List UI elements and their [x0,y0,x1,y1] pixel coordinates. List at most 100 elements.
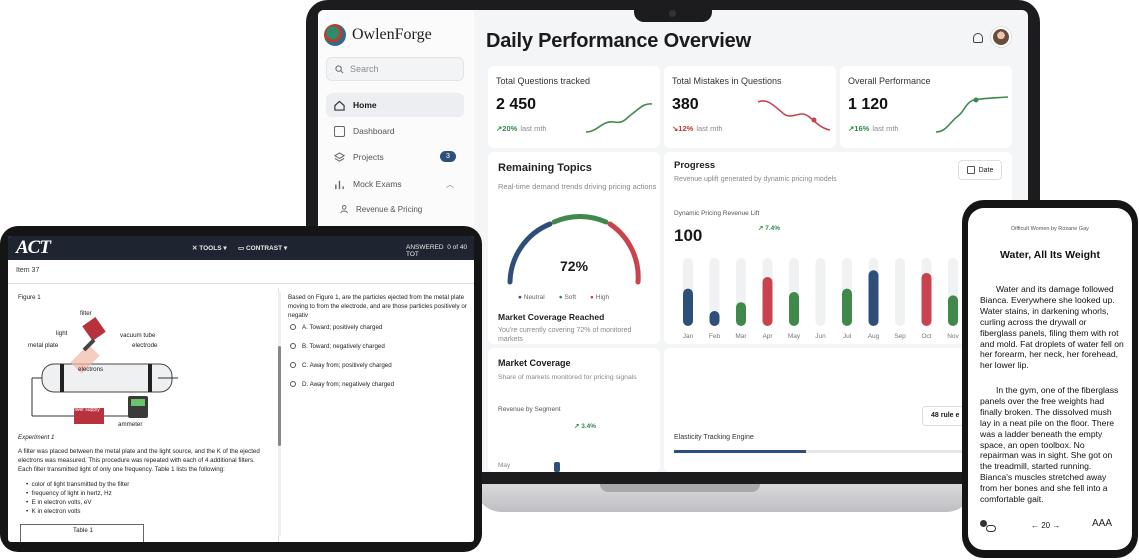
lift-delta: ↗ 7.4% [758,225,781,232]
reader-screen: Difficult Women by Roxane Gay Water, All… [968,208,1132,550]
search-input[interactable]: Search [326,57,464,81]
diagram-label-ammeter: ammeter [118,421,143,428]
list-item: • color of light transmitted by the filt… [26,481,130,488]
tick-label-nov: Nov [947,333,959,340]
tools-menu[interactable]: ✕ TOOLS ▾ [192,245,227,252]
stat-delta: ↘12% last mth [672,124,723,133]
font-size-control[interactable]: AAA [1092,518,1113,529]
user-avatar[interactable] [991,27,1011,47]
coverage-text: You're currently covering 72% of monitor… [498,327,632,344]
date-button[interactable]: Date [958,160,1002,180]
tick-label-jun: Jun [815,333,826,340]
trend-sparkline-up [935,96,1009,133]
legend-high: ● High [590,294,610,301]
paragraph: In the gym, one of the fiberglass panels… [980,385,1119,505]
people-icon [340,205,348,214]
radio-icon[interactable] [290,381,296,387]
elasticity-card: 48 rule e Elasticity Tracking Engine [664,348,1012,472]
tick-label-feb: Feb [709,333,721,340]
tick-label-jul: Jul [843,333,852,340]
home-icon [334,100,345,111]
market-coverage-card: Market Coverage Share of markets monitor… [488,348,660,472]
progress-card: Progress Revenue uplift generated by dyn… [664,152,1012,344]
answer-option-a[interactable]: A. Toward; positively charged [290,324,382,333]
bar-background [815,258,826,326]
bar-mar[interactable] [736,302,746,326]
elasticity-label: Elasticity Tracking Engine [674,434,754,441]
diagram-label-power: power supply [70,407,100,413]
elasticity-track [674,450,1012,453]
bar-feb[interactable] [709,311,720,326]
bar-apr[interactable] [762,277,773,326]
figure-label: Figure 1 [18,294,41,301]
sidebar-item-label: Dashboard [353,126,395,136]
radio-icon[interactable] [290,362,296,368]
stat-value: 1 120 [848,96,889,113]
legend-soft: ● Soft [558,294,577,301]
sidebar-item-mock-exams[interactable]: Mock Exams ︿ [326,172,464,196]
diagram-label-vacuum: vacuum tube [120,332,156,339]
stat-title: Total Mistakes in Questions [672,76,782,86]
diagram-label-plate: metal plate [28,342,59,349]
scrollbar-thumb[interactable] [278,346,281,446]
section-title: Remaining Topics [498,162,592,174]
contrast-menu[interactable]: ▭ CONTRAST ▾ [238,245,288,252]
stat-delta: ↗20% last mth [496,124,547,133]
camera-icon [669,10,676,17]
bar-nov[interactable] [948,295,958,326]
radio-icon[interactable] [290,343,296,349]
trend-sparkline-up [585,103,653,133]
tick-label-aug: Aug [868,333,880,340]
tick-label-sep: Sep [894,333,906,340]
answer-option-b[interactable]: B. Toward; negatively charged [290,343,385,352]
bar-jul[interactable] [842,288,852,326]
date-button-label: Date [978,166,994,174]
section-subtitle: Revenue uplift generated by dynamic pric… [674,176,837,183]
bar-may[interactable] [789,292,799,326]
answer-option-d[interactable]: D. Away from; negatively charged [290,381,394,390]
tick-label-jan: Jan [683,333,694,340]
book-title: Difficult Women by Roxane Gay [1011,226,1089,232]
act-test-screen: ACT ✕ TOOLS ▾ ▭ CONTRAST ▾ ANSWERED 0 of… [8,236,474,542]
sidebar-item-dashboard[interactable]: Dashboard [326,119,464,143]
notification-bell-icon[interactable] [973,33,983,43]
question-text: Based on Figure 1, are the particles eje… [288,294,467,319]
coverage-gauge [507,214,641,285]
bar-aug[interactable] [868,270,879,326]
stat-value: 2 450 [496,96,537,113]
legend-neutral: ● Neutral [518,294,545,301]
photoelectric-diagram [31,317,178,424]
stat-value: 380 [672,96,699,113]
brand-logo[interactable]: OwlenForge [324,24,432,46]
sidebar-item-projects[interactable]: Projects 3 [326,145,464,169]
sidebar-item-label: Mock Exams [353,179,402,189]
answer-option-c[interactable]: C. Away from; positively charged [290,362,392,371]
segment-axis-label: May [498,462,511,469]
bar-jan[interactable] [683,288,693,326]
calendar-icon [966,166,975,174]
diagram-label-electrons: electrons [78,366,104,373]
dashboard-icon [334,125,345,137]
page-nav[interactable]: ← 20 → [1031,521,1061,530]
diagram-label-electrode: electrode [132,342,158,349]
theme-toggle-icon[interactable] [980,520,996,532]
list-item: • K in electron volts [26,507,81,515]
chapter-title: Water, All Its Weight [1000,249,1100,261]
sidebar-item-home[interactable]: Home [326,93,464,117]
chevron-up-icon[interactable]: ︿ [446,180,454,189]
experiment-heading: Experiment 1 [18,434,55,441]
list-item: • frequency of light in hertz, Hz [26,489,112,497]
section-title: Market Coverage [498,358,571,368]
list-item: • E in electron volts, eV [26,498,92,506]
stat-title: Overall Performance [848,76,931,86]
stat-title: Total Questions tracked [496,76,591,86]
layers-icon [334,151,345,162]
stat-delta: ↗16% last mth [848,124,899,133]
sidebar-item-label: Projects [353,152,384,162]
gauge-value: 72% [560,258,589,274]
section-title: Progress [674,160,716,171]
sidebar-subitem-revenue-pricing[interactable]: Revenue & Pricing [340,204,422,214]
bar-oct[interactable] [921,272,932,326]
radio-icon[interactable] [290,324,296,330]
bar-background [895,258,905,326]
